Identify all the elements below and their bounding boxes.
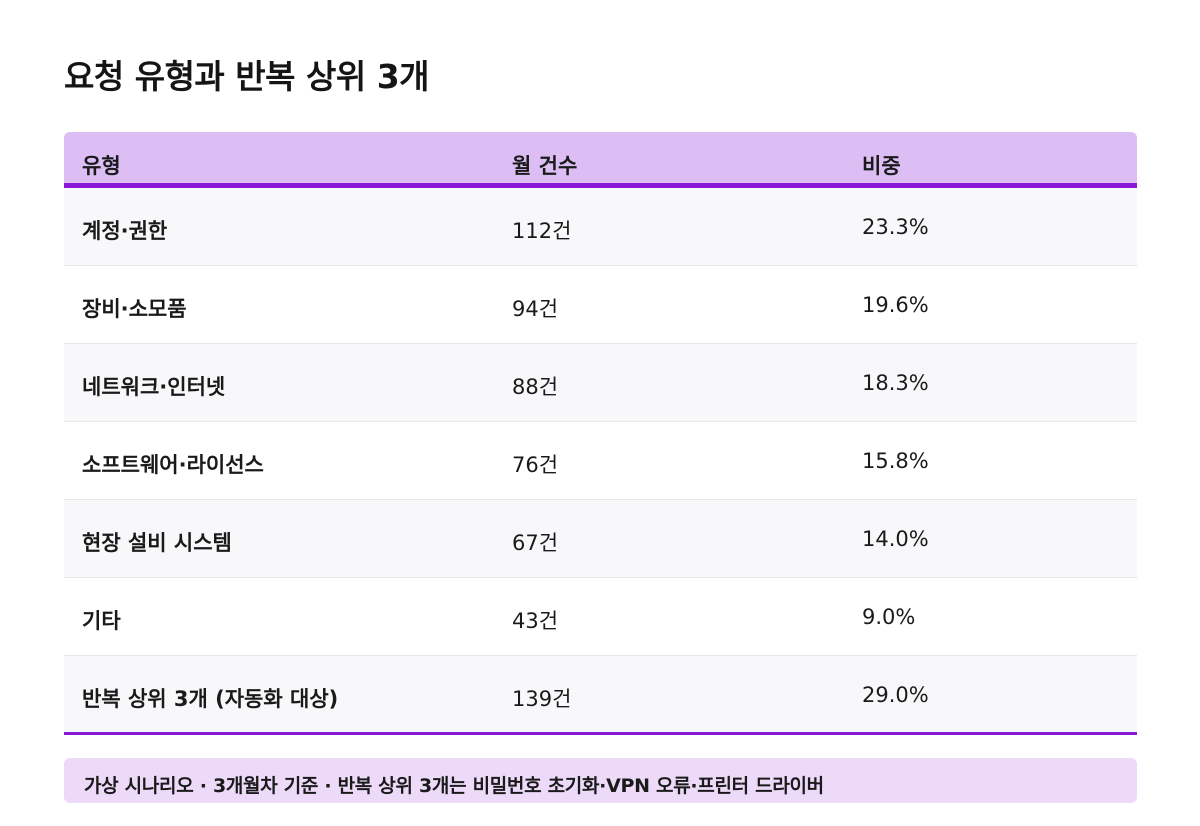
- table-row: 네트워크·인터넷 88건 18.3%: [64, 344, 1137, 422]
- request-type-table: 유형 월 건수 비중 계정·권한 112건 23.3% 장비·소모품 94건 1…: [64, 132, 1137, 735]
- table-row: 소프트웨어·라이선스 76건 15.8%: [64, 422, 1137, 500]
- table-row: 장비·소모품 94건 19.6%: [64, 266, 1137, 344]
- row-share: 23.3%: [862, 215, 929, 239]
- row-count: 88건: [512, 375, 559, 399]
- row-share: 14.0%: [862, 527, 929, 551]
- header-type: 유형: [82, 154, 121, 178]
- row-share: 15.8%: [862, 449, 929, 473]
- row-count: 139건: [512, 687, 572, 711]
- table-row: 기타 43건 9.0%: [64, 578, 1137, 656]
- row-share: 18.3%: [862, 371, 929, 395]
- row-share: 29.0%: [862, 683, 929, 707]
- footnote: 가상 시나리오 · 3개월차 기준 · 반복 상위 3개는 비밀번호 초기화·V…: [64, 758, 1137, 803]
- row-count: 94건: [512, 297, 559, 321]
- header-monthly-count: 월 건수: [512, 154, 578, 178]
- row-type: 계정·권한: [82, 219, 168, 243]
- row-type: 반복 상위 3개 (자동화 대상): [82, 687, 339, 711]
- row-count: 67건: [512, 531, 559, 555]
- table-row: 현장 설비 시스템 67건 14.0%: [64, 500, 1137, 578]
- row-type: 기타: [82, 609, 121, 633]
- table-header: 유형 월 건수 비중: [64, 132, 1137, 188]
- row-count: 76건: [512, 453, 559, 477]
- row-type: 현장 설비 시스템: [82, 531, 232, 555]
- row-share: 19.6%: [862, 293, 929, 317]
- row-count: 43건: [512, 609, 559, 633]
- row-type: 소프트웨어·라이선스: [82, 453, 264, 477]
- row-type: 장비·소모품: [82, 297, 187, 321]
- row-share: 9.0%: [862, 605, 916, 629]
- header-share: 비중: [862, 154, 901, 178]
- table-row: 계정·권한 112건 23.3%: [64, 188, 1137, 266]
- row-type: 네트워크·인터넷: [82, 375, 226, 399]
- row-count: 112건: [512, 219, 572, 243]
- table-row-summary: 반복 상위 3개 (자동화 대상) 139건 29.0%: [64, 656, 1137, 735]
- page-title: 요청 유형과 반복 상위 3개: [64, 57, 430, 96]
